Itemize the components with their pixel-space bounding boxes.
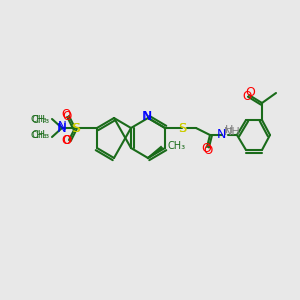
Text: O: O <box>62 110 72 122</box>
Text: O: O <box>62 134 72 146</box>
Text: N: N <box>57 122 67 134</box>
Text: O: O <box>203 143 213 157</box>
Text: CH₃: CH₃ <box>30 116 47 124</box>
Text: S: S <box>178 122 186 134</box>
Text: O: O <box>245 85 255 98</box>
Text: CH₃: CH₃ <box>32 115 50 125</box>
Text: O: O <box>61 109 70 122</box>
Text: N: N <box>58 119 66 133</box>
Text: CH₃: CH₃ <box>30 130 47 140</box>
Text: H: H <box>225 125 233 135</box>
Text: N: N <box>142 110 152 124</box>
Text: CH₃: CH₃ <box>167 141 185 151</box>
Text: N: N <box>216 128 226 140</box>
Text: O: O <box>61 134 70 146</box>
Text: S: S <box>178 122 186 134</box>
Text: O: O <box>201 142 211 155</box>
Text: S: S <box>72 122 80 134</box>
Text: NH: NH <box>224 127 241 137</box>
Text: N: N <box>142 110 152 124</box>
Text: CH₃: CH₃ <box>32 130 50 140</box>
Text: S: S <box>71 122 79 134</box>
Text: O: O <box>242 91 252 103</box>
